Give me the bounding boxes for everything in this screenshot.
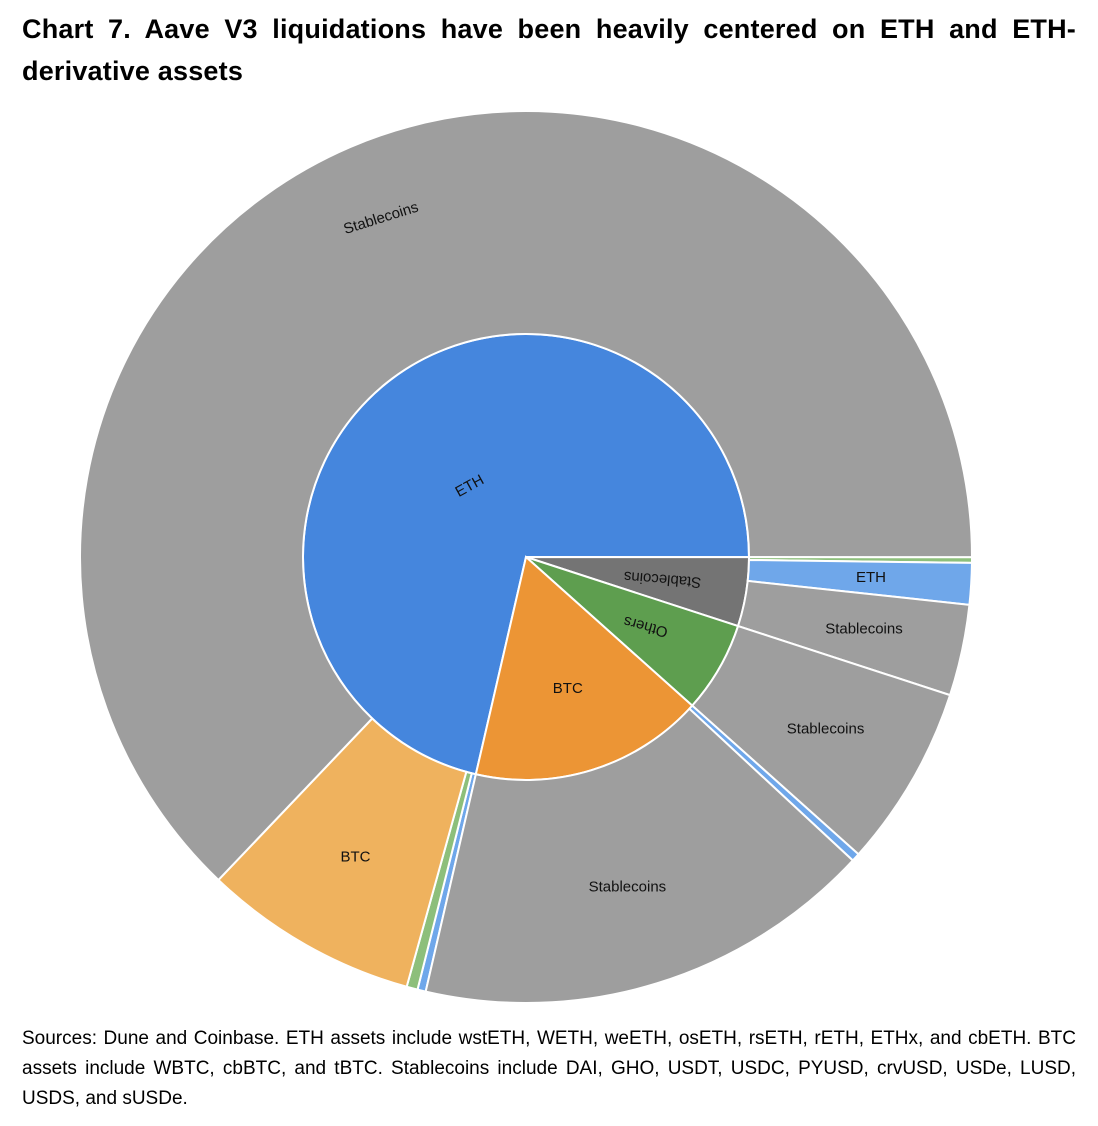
segment-label: BTC (340, 849, 370, 866)
segment-label: Stablecoins (825, 620, 903, 637)
segment-label: ETH (856, 569, 886, 586)
chart-title: Chart 7. Aave V3 liquidations have been … (22, 14, 1076, 86)
segment-label: BTC (553, 680, 583, 697)
outer-segment (79, 110, 974, 882)
segment-label: Stablecoins (589, 878, 667, 895)
source-note: Sources: Dune and Coinbase. ETH assets i… (22, 1028, 1076, 1109)
segment-label: Stablecoins (623, 568, 702, 591)
outer-segment (424, 707, 855, 1004)
segment-label: Stablecoins (787, 720, 865, 737)
